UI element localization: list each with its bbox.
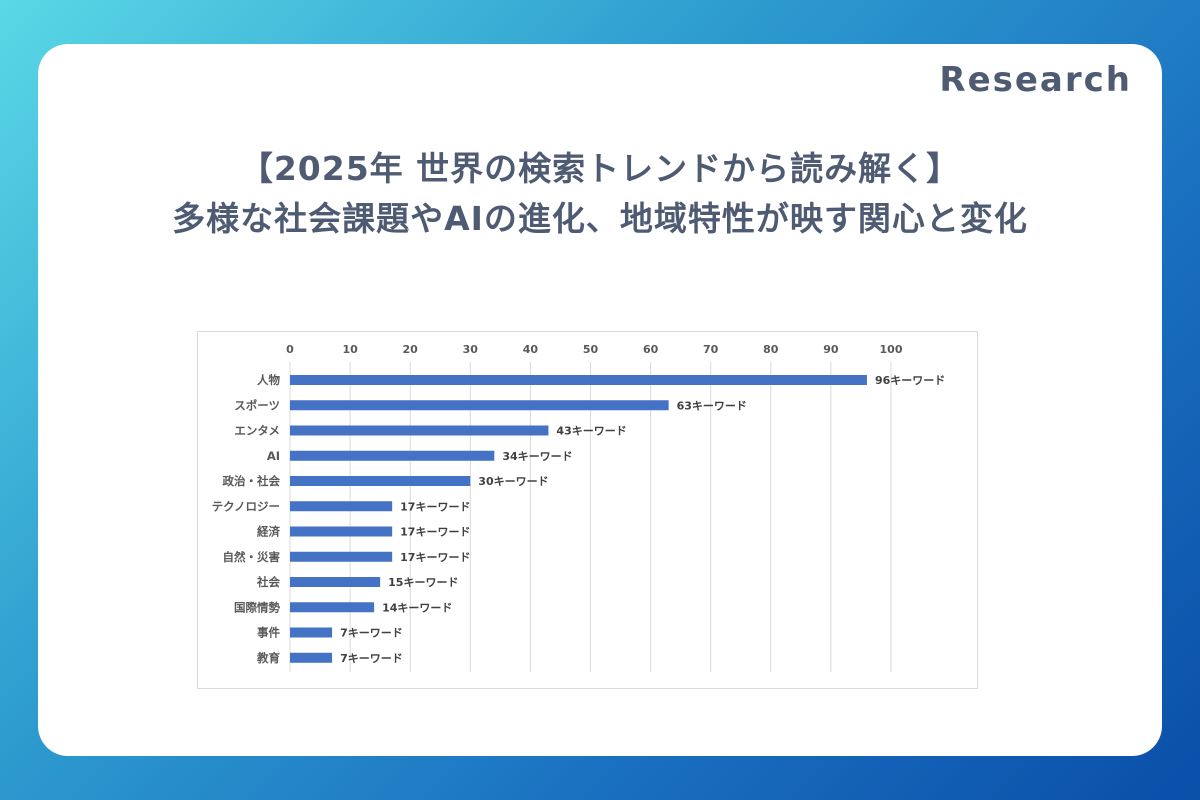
title-line-1: 【2025年 世界の検索トレンドから読み解く】 — [239, 149, 961, 188]
bar — [290, 400, 669, 411]
x-tick-label: 30 — [463, 343, 479, 356]
category-label: 社会 — [256, 575, 280, 589]
x-tick-label: 100 — [880, 343, 903, 356]
research-tag: Research — [939, 60, 1132, 100]
category-label: 教育 — [256, 651, 280, 665]
bar — [290, 577, 381, 587]
title-line-2: 多様な社会課題やAIの進化、地域特性が映す関心と変化 — [172, 199, 1028, 238]
data-label: 63キーワード — [677, 399, 747, 412]
bar — [290, 450, 495, 461]
card: Research 【2025年 世界の検索トレンドから読み解く】 多様な社会課題… — [38, 44, 1162, 756]
data-label: 96キーワード — [875, 374, 945, 387]
bar — [290, 476, 471, 486]
category-label: 人物 — [257, 373, 280, 387]
page-title: 【2025年 世界の検索トレンドから読み解く】 多様な社会課題やAIの進化、地域… — [38, 144, 1162, 244]
data-label: 43キーワード — [556, 425, 626, 438]
bar — [290, 652, 333, 663]
bar — [290, 425, 549, 436]
data-label: 17キーワード — [400, 551, 470, 564]
x-tick-label: 60 — [643, 343, 659, 356]
bar — [290, 551, 393, 562]
bar — [290, 526, 393, 537]
category-label: 政治・社会 — [223, 474, 281, 488]
data-label: 7キーワード — [340, 627, 403, 640]
category-label: 経済 — [257, 525, 280, 539]
bar — [290, 375, 867, 385]
bar — [290, 627, 333, 638]
category-label: AI — [267, 449, 280, 463]
data-label: 14キーワード — [382, 601, 452, 614]
data-label: 17キーワード — [400, 526, 470, 539]
data-label: 15キーワード — [388, 576, 458, 589]
category-label: 事件 — [257, 626, 280, 640]
category-label: 自然・災害 — [223, 550, 281, 564]
x-tick-label: 70 — [703, 343, 719, 356]
category-label: エンタメ — [234, 424, 280, 438]
category-label: スポーツ — [234, 398, 280, 412]
data-label: 17キーワード — [400, 500, 470, 513]
data-label: 7キーワード — [340, 652, 403, 665]
x-tick-label: 0 — [286, 343, 294, 356]
x-tick-label: 80 — [763, 343, 779, 356]
category-label: テクノロジー — [212, 499, 280, 513]
x-tick-label: 50 — [583, 343, 599, 356]
x-tick-label: 90 — [823, 343, 839, 356]
x-tick-label: 20 — [403, 343, 419, 356]
data-label: 30キーワード — [478, 475, 548, 488]
x-tick-label: 10 — [342, 343, 358, 356]
category-label: 国際情勢 — [234, 600, 280, 614]
bar — [290, 501, 393, 512]
bar — [290, 602, 375, 613]
x-tick-label: 40 — [523, 343, 539, 356]
data-label: 34キーワード — [502, 450, 572, 463]
chart-container: 0 10 20 30 40 50 60 70 80 90 100 人物 96キーワードスポーツ 63キーワ… — [197, 331, 978, 689]
